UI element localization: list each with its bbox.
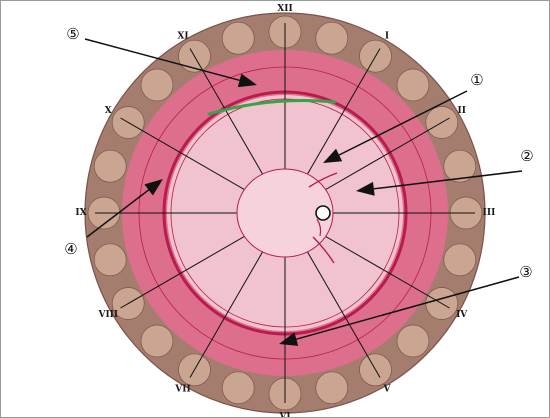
clock-spoke bbox=[299, 238, 381, 378]
clock-label-xi: XI bbox=[177, 31, 188, 41]
clock-label-ii: II bbox=[457, 106, 465, 116]
callout-arrow-2 bbox=[356, 170, 523, 196]
rim-scallop bbox=[93, 149, 127, 183]
clock-label-x: X bbox=[105, 106, 112, 116]
clock-label-vi: VI bbox=[278, 412, 290, 417]
clock-label-viii: VIII bbox=[97, 310, 118, 320]
rim-scallop bbox=[140, 324, 174, 358]
rim-scallop bbox=[396, 68, 430, 102]
callout-label-2: ② bbox=[520, 147, 533, 165]
clock-spoke bbox=[310, 117, 450, 199]
clock-spoke bbox=[189, 48, 271, 188]
callout-label-1: ① bbox=[470, 71, 483, 89]
diagram-rings bbox=[84, 12, 486, 414]
clock-spoke bbox=[120, 227, 260, 309]
green-mark bbox=[207, 99, 337, 116]
rim-scallop bbox=[221, 21, 255, 55]
callout-arrow-1 bbox=[323, 90, 468, 163]
clock-spoke bbox=[299, 48, 381, 188]
rim-scallop bbox=[93, 243, 127, 277]
clock-spoke bbox=[310, 227, 450, 309]
callout-labels: ① ② ③ ④ ⑤ bbox=[64, 25, 533, 281]
vessel-branch bbox=[308, 172, 338, 188]
vessel-branch bbox=[316, 218, 322, 237]
clock-label-iii: III bbox=[483, 208, 496, 218]
rim-scallop bbox=[221, 371, 255, 405]
callout-label-3: ③ bbox=[519, 263, 532, 281]
vessel-branch bbox=[312, 236, 335, 264]
rim-scallop bbox=[315, 371, 349, 405]
vessel-branches bbox=[308, 172, 338, 264]
clock-label-i: I bbox=[385, 31, 389, 41]
clock-label-ix: IX bbox=[75, 208, 86, 218]
clock-spoke bbox=[120, 117, 260, 199]
clock-label-v: V bbox=[383, 385, 392, 395]
center-marker bbox=[315, 205, 331, 221]
clock-spokes bbox=[95, 23, 475, 403]
rim-scallops bbox=[87, 15, 483, 411]
clock-label-iv: IV bbox=[456, 310, 468, 320]
callout-arrows bbox=[84, 38, 523, 346]
clock-spoke bbox=[189, 238, 271, 378]
rim-scallop bbox=[140, 68, 174, 102]
clock-label-vii: VII bbox=[174, 385, 190, 395]
callout-arrow-4 bbox=[86, 179, 163, 238]
callout-arrow-3 bbox=[279, 276, 520, 346]
rim-scallop bbox=[315, 21, 349, 55]
rim-scallop bbox=[443, 149, 477, 183]
callout-label-5: ⑤ bbox=[66, 25, 79, 43]
callout-label-4: ④ bbox=[64, 240, 77, 258]
center-disc bbox=[236, 168, 334, 258]
rim-scallop bbox=[443, 243, 477, 277]
callout-arrow-5 bbox=[84, 38, 257, 88]
rim-scallop bbox=[396, 324, 430, 358]
clock-label-xii: XII bbox=[277, 4, 292, 14]
